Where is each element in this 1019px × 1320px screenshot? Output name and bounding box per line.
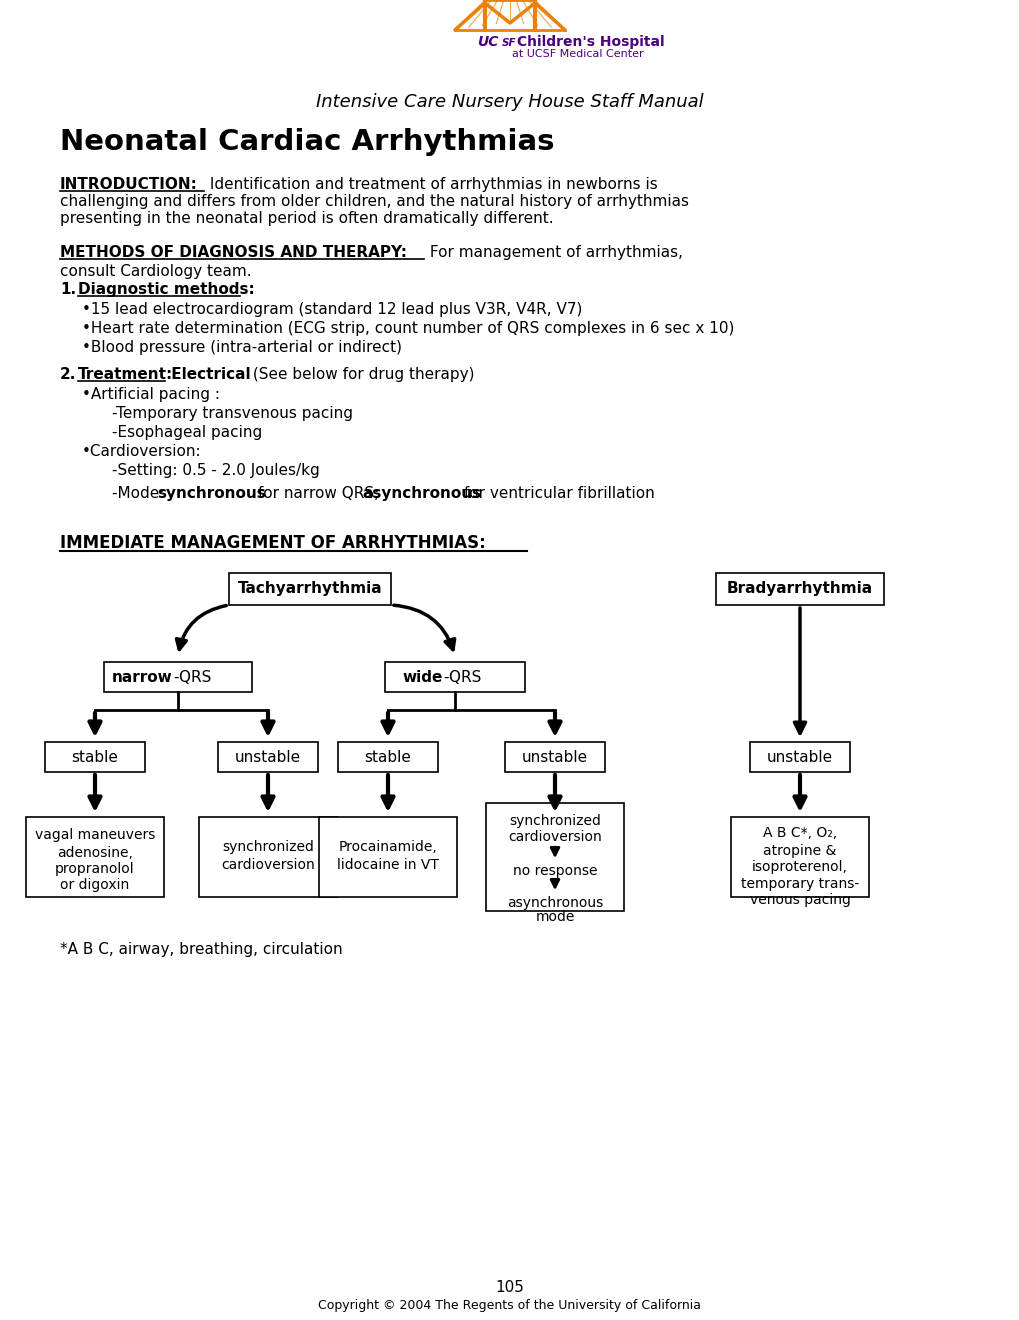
Text: vagal maneuvers: vagal maneuvers <box>35 828 155 842</box>
Text: unstable: unstable <box>522 750 588 764</box>
Text: -QRS: -QRS <box>173 669 211 685</box>
Text: Diagnostic methods:: Diagnostic methods: <box>77 282 255 297</box>
Text: venous pacing: venous pacing <box>749 894 850 907</box>
Text: •15 lead electrocardiogram (standard 12 lead plus V3R, V4R, V7): •15 lead electrocardiogram (standard 12 … <box>82 302 582 317</box>
Text: •Artificial pacing :: •Artificial pacing : <box>82 387 220 403</box>
Text: •Cardioversion:: •Cardioversion: <box>82 444 202 459</box>
Text: cardioversion: cardioversion <box>221 858 315 873</box>
Text: A B C*, O₂,: A B C*, O₂, <box>762 826 837 840</box>
Text: 105: 105 <box>495 1280 524 1295</box>
Text: -Setting: 0.5 - 2.0 Joules/kg: -Setting: 0.5 - 2.0 Joules/kg <box>112 463 319 478</box>
Text: stable: stable <box>71 750 118 764</box>
FancyBboxPatch shape <box>25 817 164 898</box>
Text: challenging and differs from older children, and the natural history of arrhythm: challenging and differs from older child… <box>60 194 688 209</box>
Text: *A B C, airway, breathing, circulation: *A B C, airway, breathing, circulation <box>60 942 342 957</box>
Text: atropine &: atropine & <box>762 843 836 858</box>
Text: Copyright © 2004 The Regents of the University of California: Copyright © 2004 The Regents of the Univ… <box>318 1299 701 1312</box>
Text: synchronized: synchronized <box>508 814 600 828</box>
Text: isoproterenol,: isoproterenol, <box>751 861 847 874</box>
Text: METHODS OF DIAGNOSIS AND THERAPY:: METHODS OF DIAGNOSIS AND THERAPY: <box>60 246 407 260</box>
Text: For management of arrhythmias,: For management of arrhythmias, <box>425 246 683 260</box>
Text: narrow: narrow <box>112 669 173 685</box>
Text: consult Cardiology team.: consult Cardiology team. <box>60 264 252 279</box>
FancyBboxPatch shape <box>104 663 252 692</box>
Text: Intensive Care Nursery House Staff Manual: Intensive Care Nursery House Staff Manua… <box>316 92 703 111</box>
Text: -Mode:: -Mode: <box>112 486 169 502</box>
FancyBboxPatch shape <box>199 817 336 898</box>
Text: asynchronous: asynchronous <box>506 896 602 909</box>
Text: 1.: 1. <box>60 282 76 297</box>
FancyBboxPatch shape <box>715 573 883 605</box>
Text: cardioversion: cardioversion <box>507 830 601 843</box>
Text: 2.: 2. <box>60 367 76 381</box>
Text: presenting in the neonatal period is often dramatically different.: presenting in the neonatal period is oft… <box>60 211 553 226</box>
Text: wide: wide <box>403 669 442 685</box>
FancyBboxPatch shape <box>319 817 457 898</box>
Text: Treatment:: Treatment: <box>77 367 173 381</box>
Text: temporary trans-: temporary trans- <box>740 876 858 891</box>
Text: unstable: unstable <box>766 750 833 764</box>
Text: Electrical: Electrical <box>166 367 251 381</box>
Text: asynchronous: asynchronous <box>362 486 481 502</box>
Text: UC: UC <box>476 36 497 49</box>
Text: lidocaine in VT: lidocaine in VT <box>336 858 438 873</box>
Text: propranolol: propranolol <box>55 862 135 876</box>
Text: Bradyarrhythmia: Bradyarrhythmia <box>727 582 872 597</box>
Text: (See below for drug therapy): (See below for drug therapy) <box>248 367 474 381</box>
FancyBboxPatch shape <box>749 742 849 772</box>
Text: for ventricular fibrillation: for ventricular fibrillation <box>459 486 654 502</box>
Text: synchronized: synchronized <box>222 840 314 854</box>
FancyBboxPatch shape <box>485 803 624 911</box>
FancyBboxPatch shape <box>504 742 604 772</box>
Text: no response: no response <box>513 865 597 878</box>
Text: -Esophageal pacing: -Esophageal pacing <box>112 425 262 440</box>
Text: INTRODUCTION:: INTRODUCTION: <box>60 177 198 191</box>
Text: Neonatal Cardiac Arrhythmias: Neonatal Cardiac Arrhythmias <box>60 128 554 156</box>
Text: SF: SF <box>501 38 516 48</box>
Text: Identification and treatment of arrhythmias in newborns is: Identification and treatment of arrhythm… <box>205 177 657 191</box>
Text: Tachyarrhythmia: Tachyarrhythmia <box>237 582 382 597</box>
Text: Procainamide,: Procainamide, <box>338 840 437 854</box>
Text: stable: stable <box>364 750 411 764</box>
Text: synchronous: synchronous <box>157 486 266 502</box>
Text: mode: mode <box>535 909 574 924</box>
FancyBboxPatch shape <box>731 817 868 898</box>
Text: •Blood pressure (intra-arterial or indirect): •Blood pressure (intra-arterial or indir… <box>82 341 401 355</box>
Text: -QRS: -QRS <box>442 669 481 685</box>
FancyBboxPatch shape <box>337 742 437 772</box>
Text: for narrow QRS;: for narrow QRS; <box>253 486 384 502</box>
Text: IMMEDIATE MANAGEMENT OF ARRHYTHMIAS:: IMMEDIATE MANAGEMENT OF ARRHYTHMIAS: <box>60 535 485 552</box>
FancyBboxPatch shape <box>384 663 525 692</box>
Text: -Temporary transvenous pacing: -Temporary transvenous pacing <box>112 407 353 421</box>
FancyBboxPatch shape <box>45 742 145 772</box>
Text: at UCSF Medical Center: at UCSF Medical Center <box>512 49 643 59</box>
Text: Children's Hospital: Children's Hospital <box>512 36 664 49</box>
FancyBboxPatch shape <box>218 742 318 772</box>
Text: •Heart rate determination (ECG strip, count number of QRS complexes in 6 sec x 1: •Heart rate determination (ECG strip, co… <box>82 321 734 337</box>
Text: or digoxin: or digoxin <box>60 878 129 892</box>
FancyBboxPatch shape <box>229 573 390 605</box>
Text: unstable: unstable <box>234 750 301 764</box>
Text: adenosine,: adenosine, <box>57 846 132 861</box>
